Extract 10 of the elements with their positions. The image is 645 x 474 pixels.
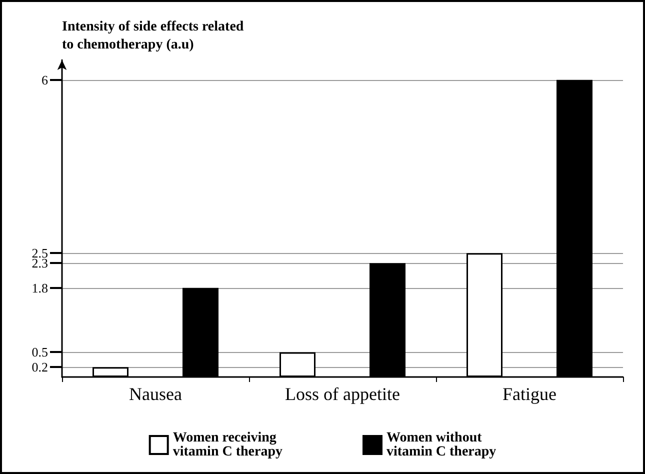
y-tick-label: 0.5 — [32, 344, 48, 360]
y-axis-title: Intensity of side effects related to chemotherapy (a.u) — [62, 20, 244, 52]
x-tick-label: Nausea — [129, 384, 182, 404]
y-tick-label: 6 — [42, 72, 48, 88]
y-tick-label: 0.2 — [32, 360, 48, 375]
legend-label: Women without vitamin C therapy — [386, 430, 496, 460]
x-tick-label: Fatigue — [502, 384, 556, 404]
x-tick-label: Loss of appetite — [285, 384, 400, 404]
y-tick-label: 1.8 — [32, 280, 48, 296]
legend-label: Women receiving vitamin C therapy — [172, 430, 283, 460]
